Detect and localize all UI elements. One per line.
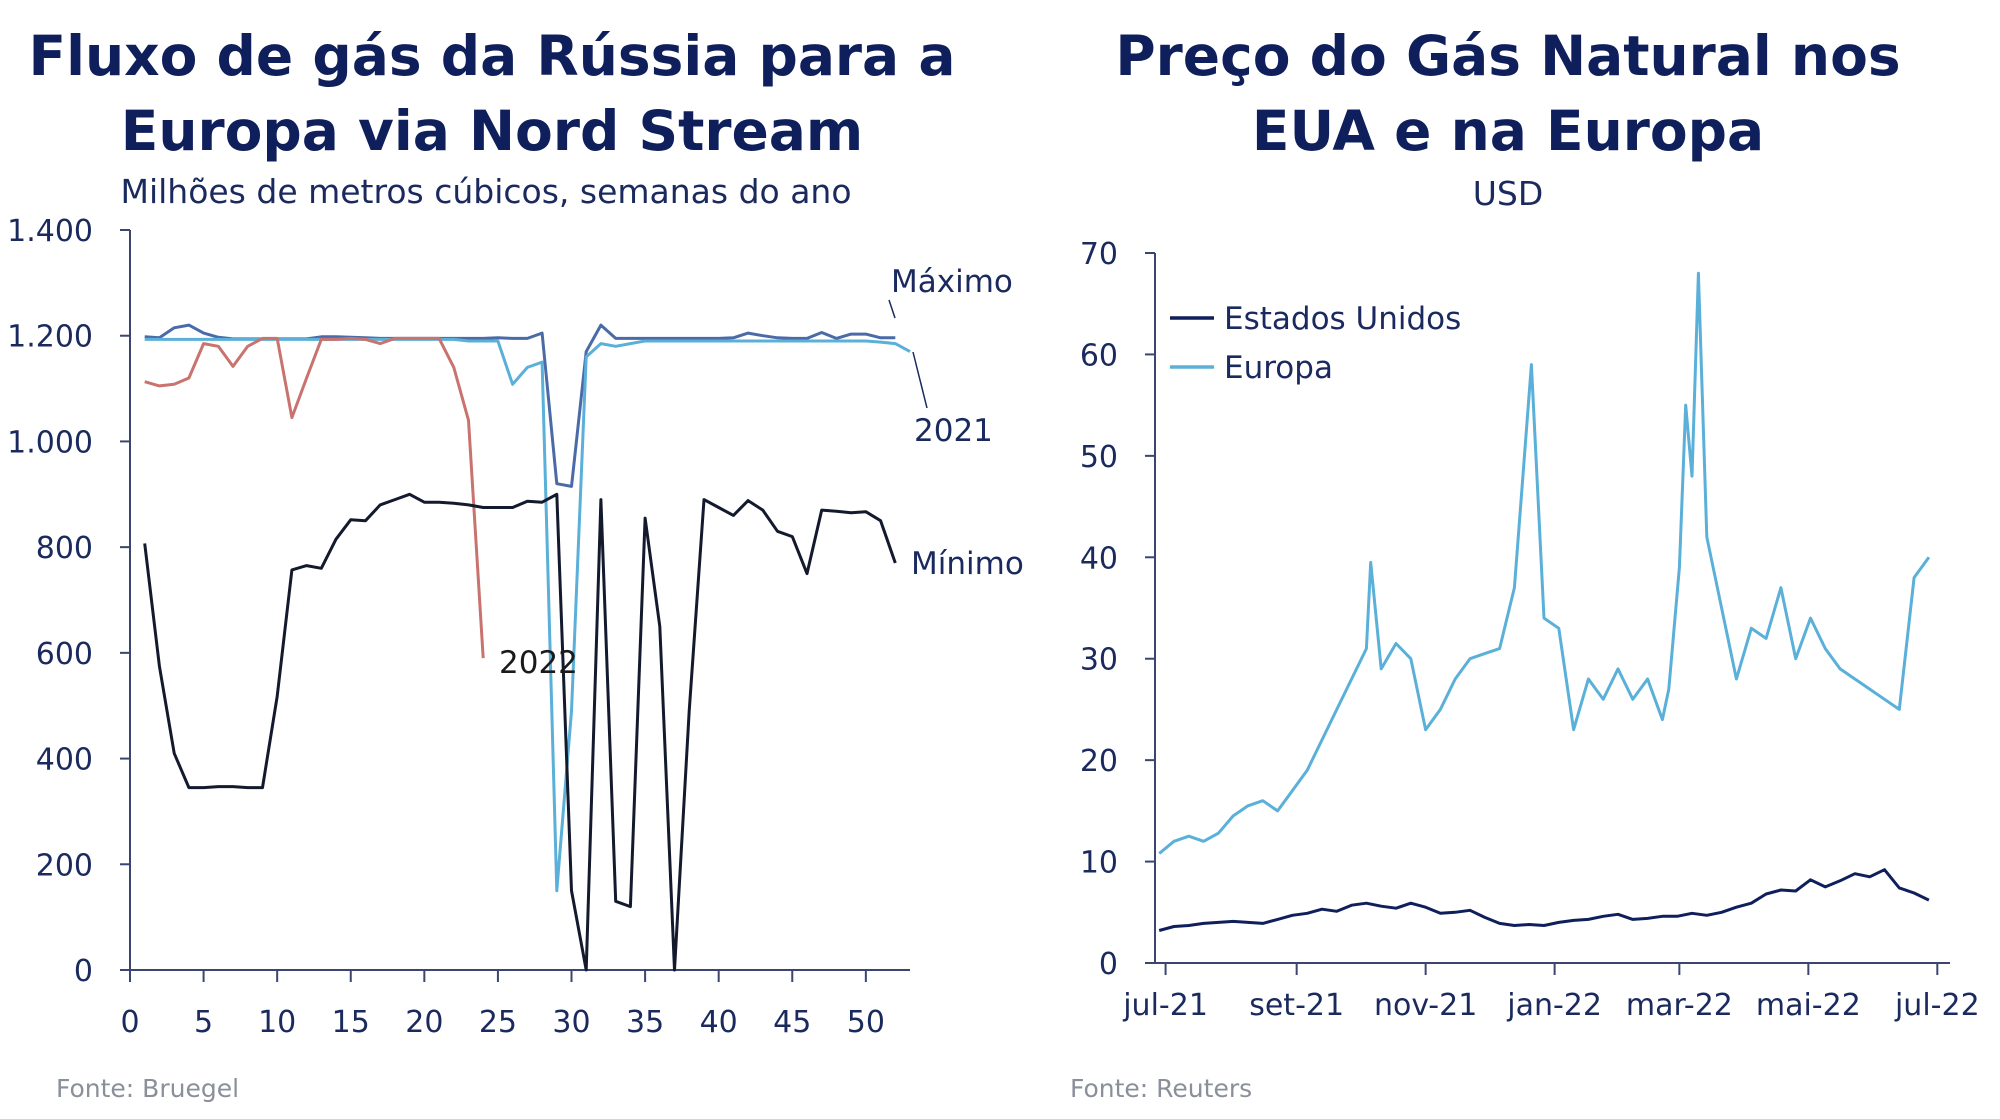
left-x-tick-label: 10 <box>258 1005 296 1040</box>
left-y-tick-label: 1.400 <box>7 214 93 249</box>
annotation-2021-leader <box>912 351 928 409</box>
left-y-tick-label: 1.000 <box>7 425 93 460</box>
left-y-tick-label: 600 <box>36 637 93 672</box>
series-line-2022 <box>144 336 485 659</box>
right-y-tick-label: 70 <box>1080 237 1118 272</box>
annotation-maximo-leader <box>888 299 896 319</box>
series-line-minimo <box>143 492 897 972</box>
left-x-tick-label: 5 <box>194 1005 213 1040</box>
left-y-tick-label: 800 <box>36 531 93 566</box>
right-title-line2: EUA e na Europa <box>1252 99 1764 163</box>
left-y-tick-label: 200 <box>36 848 93 883</box>
right-y-tick-label: 40 <box>1080 541 1118 576</box>
left-y-tick-label: 0 <box>74 954 93 989</box>
right-x-tick-label: jul-22 <box>1894 988 1980 1023</box>
annotation-2021: 2021 <box>914 413 993 449</box>
left-x-tick-label: 20 <box>405 1005 443 1040</box>
right-y-tick-label: 60 <box>1080 338 1118 373</box>
right-x-tick-label: jul-21 <box>1122 988 1208 1023</box>
legend-label-estados-unidos: Estados Unidos <box>1224 301 1461 337</box>
right-panel: Preço do Gás Natural nos EUA e na Europa… <box>1070 24 1980 1103</box>
left-x-tick-label: 35 <box>626 1005 664 1040</box>
right-y-tick-label: 20 <box>1080 744 1118 779</box>
right-x-tick-label: mar-22 <box>1626 988 1733 1023</box>
right-plot-area: 0 10 20 30 40 50 60 70 jul-21 set-21 nov-21 jan-22 m… <box>1080 237 1980 1023</box>
left-y-tick-label: 1.200 <box>7 320 93 355</box>
left-panel: Fluxo de gás da Rússia para a Europa via… <box>7 24 1024 1103</box>
right-legend: Estados Unidos Europa <box>1170 301 1461 386</box>
right-y-tick-label: 0 <box>1099 947 1118 982</box>
right-y-tick-label: 10 <box>1080 846 1118 881</box>
annotation-2022: 2022 <box>499 645 578 681</box>
left-x-tick-label: 0 <box>120 1005 139 1040</box>
left-y-tick-label: 400 <box>36 743 93 778</box>
right-subtitle: USD <box>1473 174 1544 213</box>
right-x-tick-label: set-21 <box>1249 988 1344 1023</box>
left-title-line1: Fluxo de gás da Rússia para a <box>29 24 956 88</box>
left-x-tick-label: 40 <box>700 1005 738 1040</box>
left-x-tick-label: 15 <box>332 1005 370 1040</box>
left-subtitle: Milhões de metros cúbicos, semanas do an… <box>120 172 851 211</box>
right-x-tick-label: nov-21 <box>1374 988 1477 1023</box>
left-x-tick-label: 50 <box>847 1005 885 1040</box>
series-line-estados-unidos <box>1158 868 1930 932</box>
right-title-line1: Preço do Gás Natural nos <box>1115 24 1900 88</box>
series-line-europa <box>1158 271 1931 855</box>
right-y-tick-label: 30 <box>1080 643 1118 678</box>
left-x-tick-label: 30 <box>552 1005 590 1040</box>
annotation-minimo: Mínimo <box>911 546 1024 582</box>
left-source: Fonte: Bruegel <box>56 1074 239 1103</box>
left-title-line2: Europa via Nord Stream <box>121 99 863 163</box>
right-x-tick-label: mai-22 <box>1756 988 1861 1023</box>
right-source: Fonte: Reuters <box>1070 1074 1252 1103</box>
left-plot-area: 0 200 400 600 800 1.000 1.200 1.400 0 5 10 15 20 25 30… <box>7 214 911 1040</box>
left-x-tick-label: 45 <box>773 1005 811 1040</box>
legend-label-europa: Europa <box>1224 350 1333 386</box>
annotation-maximo: Máximo <box>891 264 1013 300</box>
right-x-tick-label: jan-22 <box>1506 988 1602 1023</box>
left-x-tick-label: 25 <box>479 1005 517 1040</box>
series-line-maximo <box>144 323 896 488</box>
right-y-tick-label: 50 <box>1080 440 1118 475</box>
series-line-2021 <box>144 337 911 893</box>
